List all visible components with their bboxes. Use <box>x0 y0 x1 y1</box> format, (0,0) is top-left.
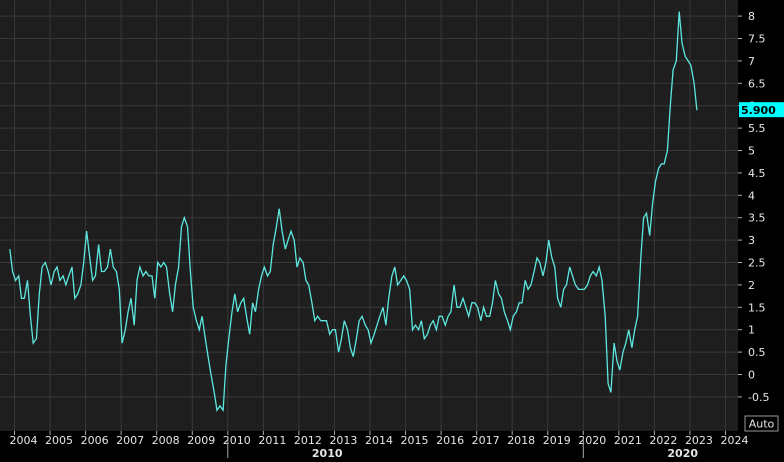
y-tick-label: -0.5 <box>748 391 769 404</box>
x-tick-label: 2005 <box>45 434 73 447</box>
y-tick-label: 4 <box>748 189 755 202</box>
y-axis: 87.576.565.554.543.532.521.510.50-0.5 <box>738 10 769 404</box>
last-value-badge <box>739 102 784 118</box>
y-tick-label: 0 <box>748 369 755 382</box>
decade-label: 2010 <box>312 447 343 458</box>
y-tick-label: 1.5 <box>748 301 766 314</box>
x-tick-label: 2004 <box>10 434 38 447</box>
x-tick-label: 2008 <box>152 434 180 447</box>
y-tick-label: 8 <box>748 10 755 23</box>
y-tick-label: 5 <box>748 145 755 158</box>
x-tick-label: 2006 <box>81 434 109 447</box>
plot-area <box>0 0 738 431</box>
y-tick-label: 2.5 <box>748 257 766 270</box>
series-line <box>9 11 698 413</box>
x-tick-label: 2012 <box>294 434 322 447</box>
x-tick-label: 2015 <box>401 434 429 447</box>
x-tick-label: 2010 <box>223 434 251 447</box>
x-tick-label: 2020 <box>578 434 606 447</box>
y-tick-label: 6.5 <box>748 77 766 90</box>
x-tick-label: 2007 <box>116 434 144 447</box>
x-tick-label: 2017 <box>472 434 500 447</box>
y-tick-label: 4.5 <box>748 167 766 180</box>
x-tick-label: 2022 <box>649 434 677 447</box>
auto-scale-button[interactable]: Auto <box>744 415 779 432</box>
x-tick-label: 2014 <box>365 434 393 447</box>
y-tick-label: 1 <box>748 324 755 337</box>
y-tick-label: 5.5 <box>748 122 766 135</box>
x-tick-label: 2018 <box>507 434 535 447</box>
y-tick-label: 3 <box>748 234 755 247</box>
x-tick-label: 2021 <box>614 434 642 447</box>
x-tick-label: 2023 <box>685 434 713 447</box>
decade-label: 2020 <box>667 447 698 458</box>
y-tick-label: 2 <box>748 279 755 292</box>
x-tick-label: 2013 <box>329 434 357 447</box>
last-value-label: 5.900 <box>739 102 784 118</box>
y-tick-label: 7.5 <box>748 33 766 46</box>
grid-lines <box>0 0 738 431</box>
y-tick-label: 7 <box>748 55 755 68</box>
y-tick-label: 3.5 <box>748 212 766 225</box>
auto-scale-button-frame[interactable] <box>744 415 779 432</box>
x-tick-label: 2009 <box>187 434 215 447</box>
x-tick-label: 2011 <box>258 434 286 447</box>
decade-axis: 200020102020 <box>227 436 698 460</box>
x-tick-label: 2016 <box>436 434 464 447</box>
x-tick-label: 2024 <box>721 434 749 447</box>
x-axis: 2004 2005 2006 2007 2008 2009 2010 2011 2012 2013… <box>10 431 749 447</box>
auto-scale-button-label[interactable]: Auto <box>749 418 775 431</box>
last-value-text: 5.900 <box>741 104 776 117</box>
y-tick-label: 0.5 <box>748 346 766 359</box>
x-tick-label: 2019 <box>543 434 571 447</box>
